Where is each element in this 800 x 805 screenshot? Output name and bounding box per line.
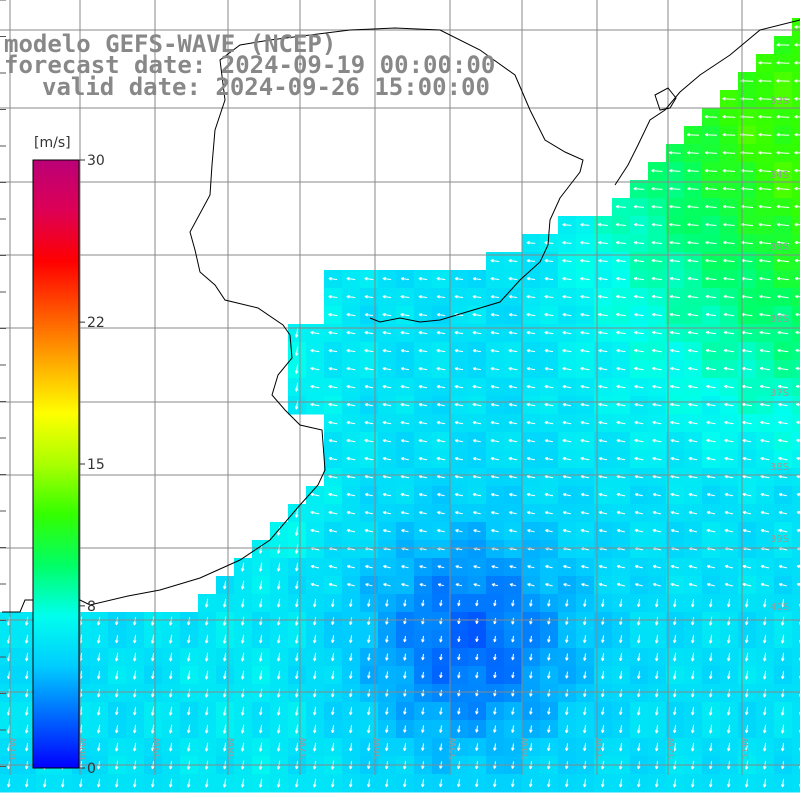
wind-cell — [792, 396, 800, 415]
latitude-label: 37S — [770, 388, 789, 399]
wind-cell — [792, 630, 800, 649]
longitude-label: 57W — [298, 737, 309, 760]
longitude-label: 60W — [78, 737, 89, 760]
longitude-label: 56W — [372, 737, 383, 760]
wind-cell — [792, 594, 800, 613]
colorbar-tick-label: 30 — [87, 153, 105, 169]
colorbar-tick-label: 22 — [87, 315, 105, 331]
wind-cell — [792, 360, 800, 379]
wind-cell — [792, 720, 800, 739]
latitude-label: 33S — [770, 96, 789, 107]
latitude-label: 34S — [770, 170, 789, 181]
wind-cell — [792, 684, 800, 703]
latitude-label: 35S — [770, 242, 789, 253]
wind-cell — [792, 342, 800, 361]
longitude-label: 59W — [152, 737, 163, 760]
longitude-label: 54W — [520, 737, 531, 760]
latitude-label: 38S — [770, 462, 789, 473]
longitude-label: 58W — [226, 737, 237, 760]
wind-cell — [792, 414, 800, 433]
colorbar-tick-label: 0 — [87, 761, 96, 777]
colorbar-scale — [33, 160, 79, 768]
wind-cell — [792, 324, 800, 343]
wind-cell — [792, 648, 800, 667]
longitude-label: 52W — [666, 737, 677, 760]
latitude-label: 36S — [770, 314, 789, 325]
colorbar-tick-label: 8 — [87, 599, 96, 615]
longitude-label: 61W — [8, 737, 19, 760]
longitude-label: 51W — [740, 737, 751, 760]
title-valid-date: valid date: 2024-09-26 15:00:00 — [42, 73, 490, 101]
longitude-label: 55W — [448, 737, 459, 760]
wind-cell — [792, 774, 800, 793]
wind-cell — [792, 306, 800, 325]
wind-cell — [792, 738, 800, 757]
wind-cell — [792, 666, 800, 685]
wind-cell — [792, 378, 800, 397]
wind-cell — [792, 612, 800, 631]
colorbar-unit: [m/s] — [34, 135, 71, 151]
colorbar-tick-label: 15 — [87, 457, 105, 473]
latitude-label: 39S — [770, 534, 789, 545]
wind-cell — [792, 702, 800, 721]
latitude-label: 40S — [770, 602, 789, 613]
longitude-label: 53W — [594, 737, 605, 760]
